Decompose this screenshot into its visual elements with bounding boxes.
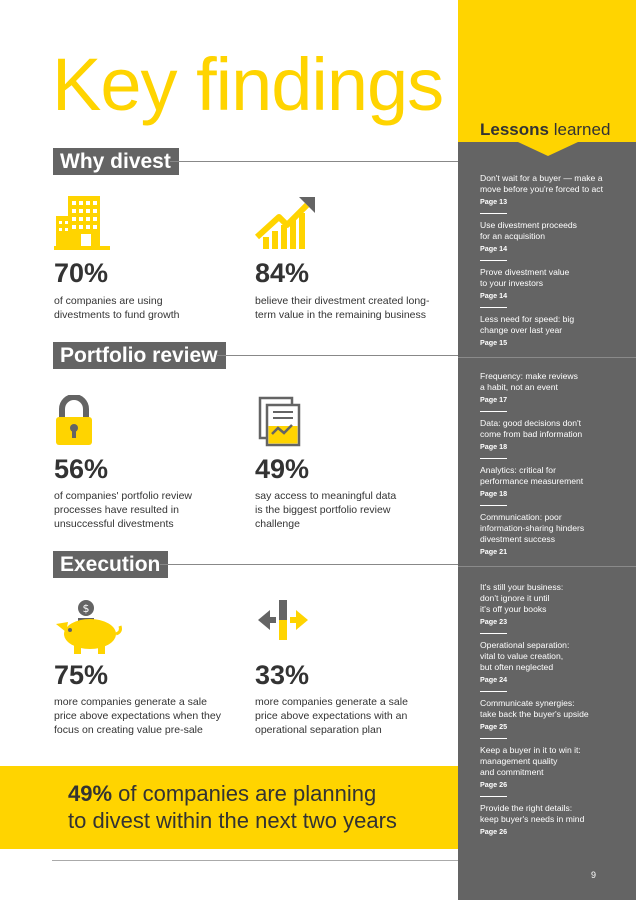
stat-description: believe their divestment created long- t… <box>255 295 430 321</box>
banner-line-1: of companies are planning <box>112 781 377 806</box>
stat-description: of companies' portfolio review processes… <box>54 490 192 530</box>
lesson-text: Provide the right details: keep buyer's … <box>480 803 585 824</box>
lesson-item: Use divestment proceeds for an acquisiti… <box>480 220 625 261</box>
lesson-text: Frequency: make reviews a habit, not an … <box>480 371 578 392</box>
lesson-page: Page 21 <box>480 547 508 556</box>
rising-chart-icon <box>255 197 315 249</box>
stat-value: 49% <box>255 454 310 484</box>
lesson-text: Operational separation: vital to value c… <box>480 640 570 672</box>
stat-value: 33% <box>255 660 310 690</box>
lesson-item: Data: good decisions don't come from bad… <box>480 418 625 459</box>
section-rule <box>216 355 458 356</box>
lesson-underline <box>480 505 507 506</box>
lesson-item: Communication: poor information-sharing … <box>480 512 625 556</box>
lesson-page: Page 23 <box>480 617 508 626</box>
lesson-item: Prove divestment value to your investors… <box>480 267 625 308</box>
lesson-text: It's still your business: don't ignore i… <box>480 582 564 614</box>
split-arrows-icon <box>258 600 308 640</box>
page-number: 9 <box>591 870 597 880</box>
lessons-title-light: learned <box>548 120 611 139</box>
section-heading-portfolio-review: Portfolio review <box>53 342 226 369</box>
highlight-banner <box>0 766 458 849</box>
lesson-page: Page 24 <box>480 675 508 684</box>
lesson-underline <box>480 411 507 412</box>
svg-text:$: $ <box>83 602 90 615</box>
lesson-page: Page 26 <box>480 827 508 836</box>
lesson-underline <box>480 691 507 692</box>
sidebar-divider <box>458 357 636 358</box>
stat-description: more companies generate a sale price abo… <box>255 696 408 736</box>
lesson-page: Page 18 <box>480 489 508 498</box>
lesson-underline <box>480 307 507 308</box>
lesson-page: Page 18 <box>480 442 508 451</box>
lesson-underline <box>480 260 507 261</box>
stat-value: 70% <box>54 258 109 288</box>
lesson-page: Page 15 <box>480 338 508 347</box>
lessons-title-bold: Lessons <box>480 120 549 139</box>
stat-description: more companies generate a sale price abo… <box>54 696 221 736</box>
section-rule <box>170 161 458 162</box>
stat-value: 75% <box>54 660 109 690</box>
lessons-title: Lessons learned <box>480 120 610 140</box>
lesson-item: Less need for speed: big change over las… <box>480 314 625 347</box>
sidebar-divider <box>458 566 636 567</box>
lesson-text: Prove divestment value to your investors <box>480 267 570 288</box>
lessons-header-block <box>458 0 636 142</box>
lesson-underline <box>480 738 507 739</box>
lesson-page: Page 17 <box>480 395 508 404</box>
section-heading-why-divest: Why divest <box>53 148 179 175</box>
lesson-text: Data: good decisions don't come from bad… <box>480 418 583 439</box>
lesson-page: Page 14 <box>480 291 508 300</box>
lesson-text: Use divestment proceeds for an acquisiti… <box>480 220 577 241</box>
office-building-icon <box>54 196 110 250</box>
lesson-underline <box>480 458 507 459</box>
lessons-header-pointer <box>518 142 578 156</box>
lesson-item: Don't wait for a buyer — make a move bef… <box>480 173 625 214</box>
lesson-item: Communicate synergies: take back the buy… <box>480 698 625 739</box>
lesson-page: Page 13 <box>480 197 508 206</box>
padlock-icon <box>56 395 92 445</box>
piggy-bank-icon: $ <box>56 600 122 654</box>
lesson-item: Frequency: make reviews a habit, not an … <box>480 371 625 412</box>
stat-value: 56% <box>54 454 109 484</box>
stat-value: 84% <box>255 258 310 288</box>
lesson-page: Page 25 <box>480 722 508 731</box>
lesson-item: Keep a buyer in it to win it: management… <box>480 745 625 797</box>
stat-description: of companies are using divestments to fu… <box>54 295 180 321</box>
lesson-text: Communication: poor information-sharing … <box>480 512 585 544</box>
banner-line-2: to divest within the next two years <box>68 808 397 833</box>
lesson-item: Operational separation: vital to value c… <box>480 640 625 692</box>
bottom-rule <box>52 860 600 861</box>
lesson-underline <box>480 213 507 214</box>
lesson-item: Analytics: critical for performance meas… <box>480 465 625 506</box>
lesson-underline <box>480 796 507 797</box>
banner-highlight: 49% <box>68 781 113 806</box>
section-heading-execution: Execution <box>53 551 169 578</box>
lesson-page: Page 14 <box>480 244 508 253</box>
lesson-text: Less need for speed: big change over las… <box>480 314 575 335</box>
banner-text: 49% of companies are planning to divest … <box>68 780 397 834</box>
lesson-text: Communicate synergies: take back the buy… <box>480 698 589 719</box>
lesson-text: Keep a buyer in it to win it: management… <box>480 745 581 777</box>
lesson-text: Don't wait for a buyer — make a move bef… <box>480 173 603 194</box>
section-rule <box>160 564 458 565</box>
page-title: Key findings <box>52 43 444 126</box>
lesson-item: It's still your business: don't ignore i… <box>480 582 625 634</box>
lesson-page: Page 26 <box>480 780 508 789</box>
documents-icon <box>258 396 301 447</box>
stat-description: say access to meaningful data is the big… <box>255 490 397 530</box>
lesson-underline <box>480 633 507 634</box>
lesson-item: Provide the right details: keep buyer's … <box>480 803 625 836</box>
lesson-text: Analytics: critical for performance meas… <box>480 465 584 486</box>
